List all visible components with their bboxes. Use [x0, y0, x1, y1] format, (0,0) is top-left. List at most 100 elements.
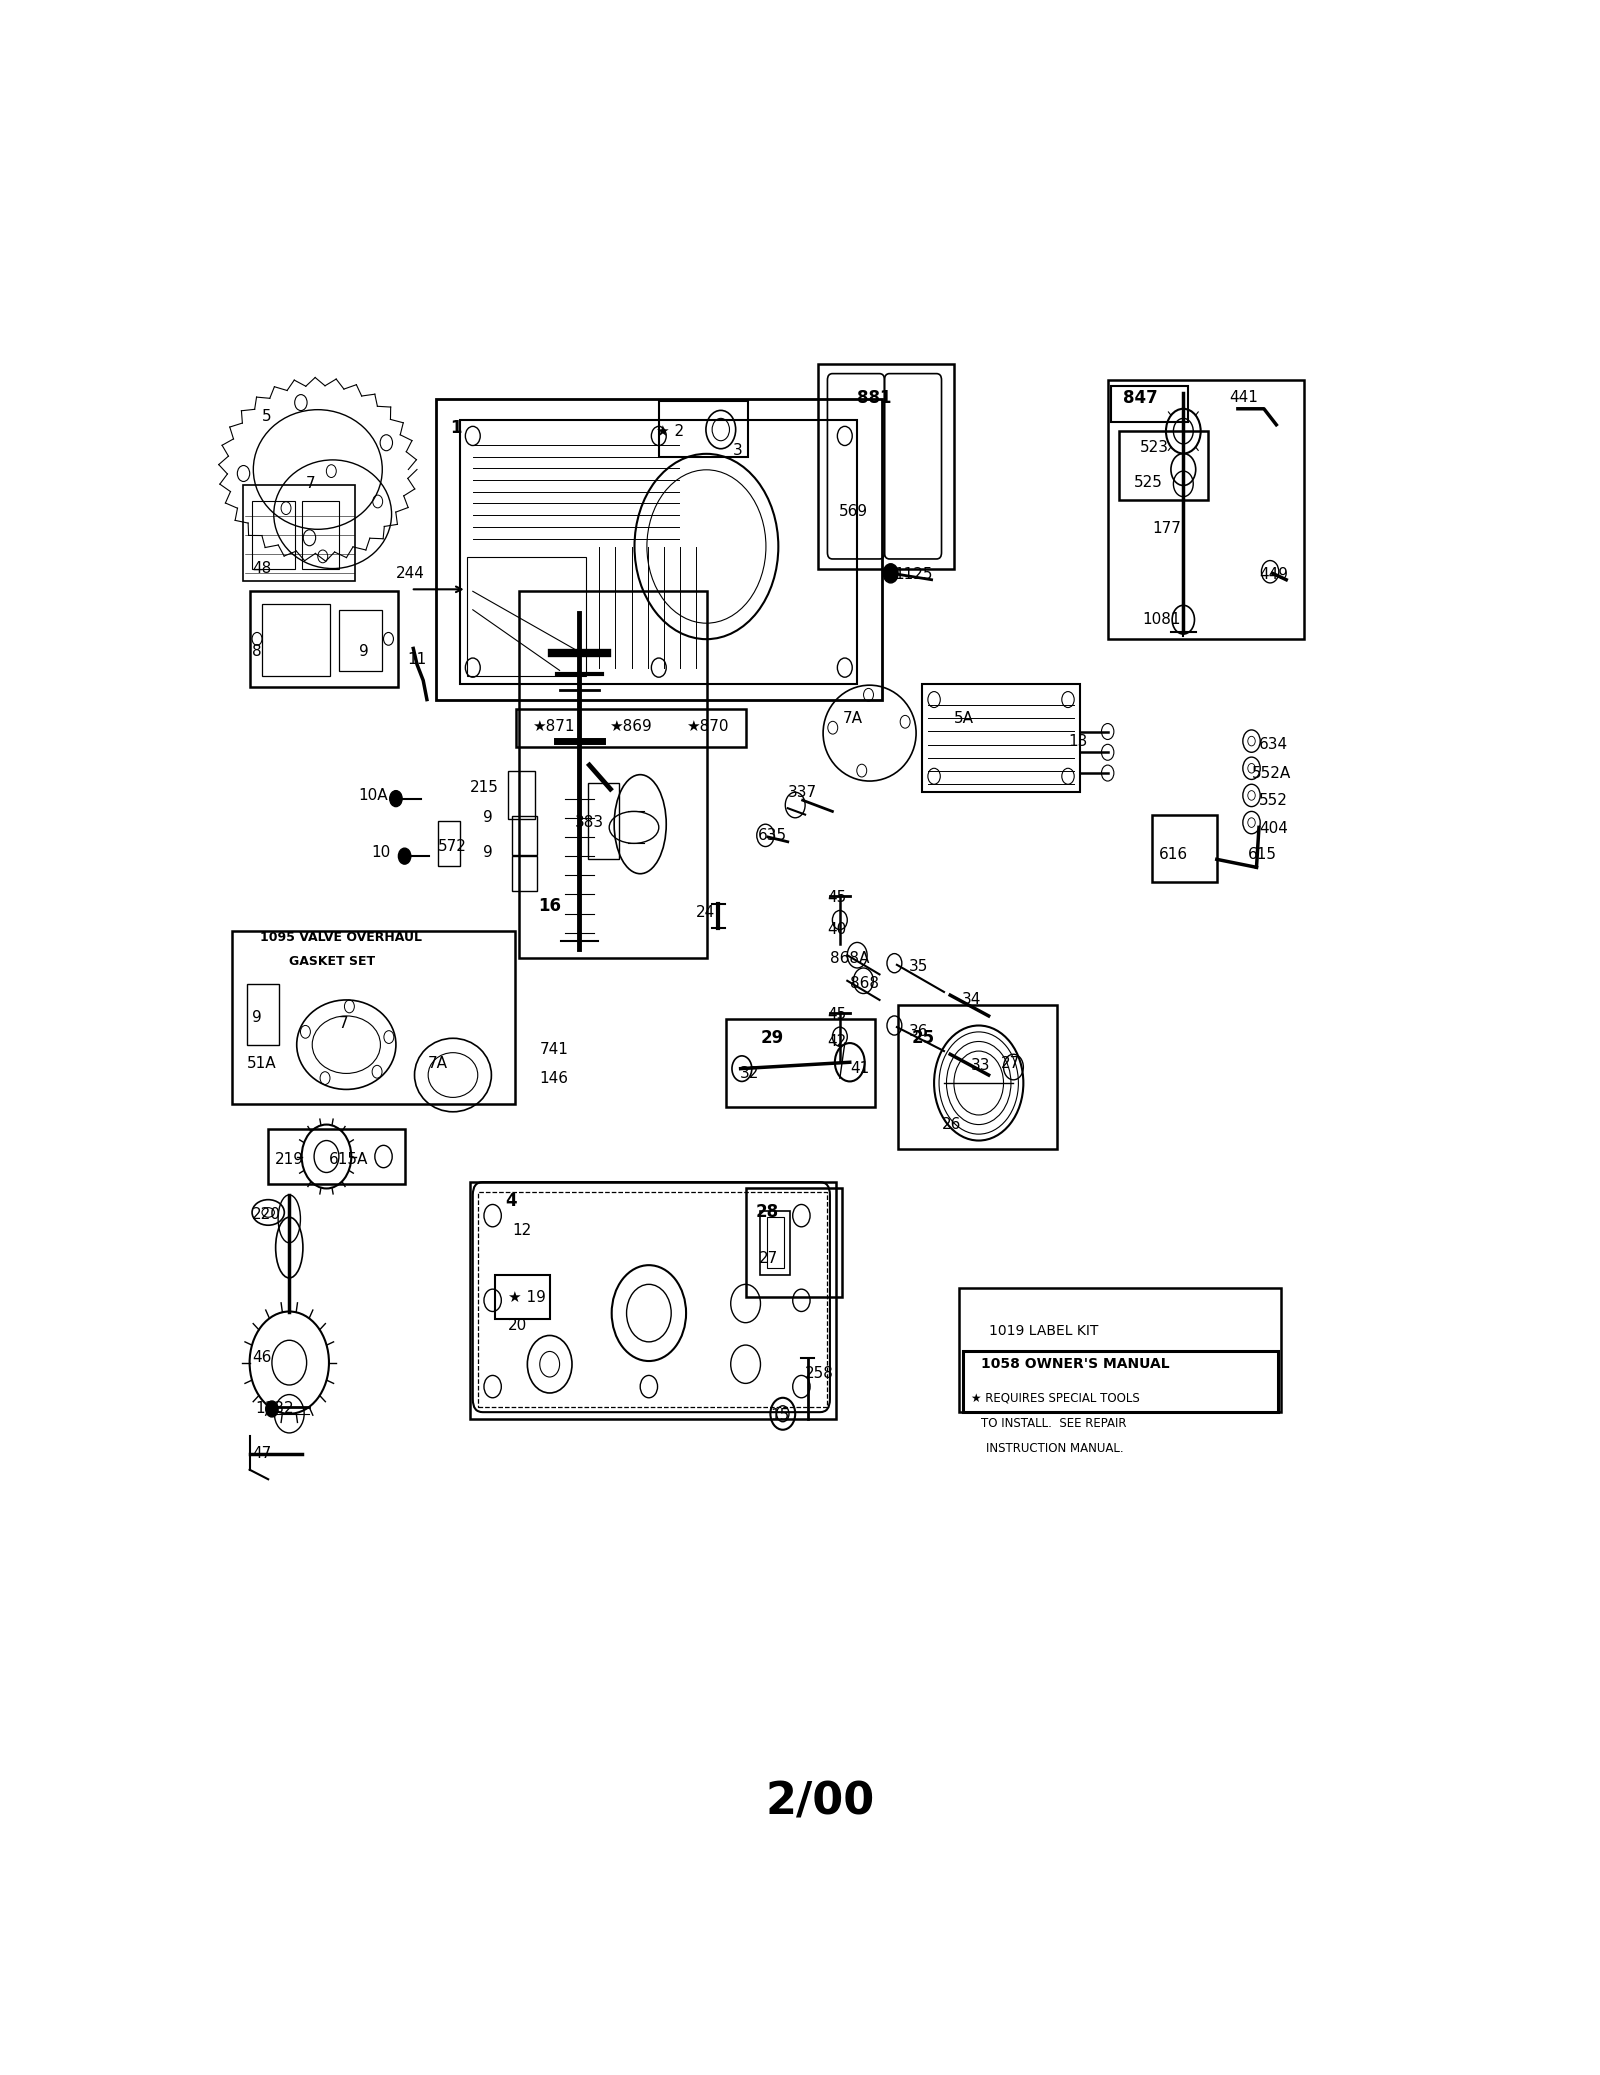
Text: 15: 15	[771, 1407, 790, 1423]
Text: 7A: 7A	[429, 1056, 448, 1071]
Text: 28: 28	[755, 1204, 779, 1222]
Bar	[262, 604, 330, 676]
Bar	[512, 815, 538, 855]
Text: ★ REQUIRES SPECIAL TOOLS: ★ REQUIRES SPECIAL TOOLS	[971, 1390, 1141, 1405]
Text: 847: 847	[1123, 388, 1157, 407]
Text: 552A: 552A	[1251, 766, 1291, 780]
Bar	[467, 556, 586, 676]
Bar	[470, 1183, 837, 1419]
Text: 383: 383	[574, 815, 603, 830]
Text: 3: 3	[733, 442, 742, 459]
Text: 881: 881	[858, 388, 891, 407]
Text: 26: 26	[941, 1116, 962, 1133]
Bar	[302, 502, 339, 569]
Text: 41: 41	[850, 1060, 869, 1077]
Circle shape	[398, 849, 411, 863]
Bar	[659, 400, 749, 456]
Bar	[339, 610, 382, 670]
Text: TO INSTALL.  SEE REPAIR: TO INSTALL. SEE REPAIR	[981, 1417, 1126, 1430]
Bar	[589, 782, 619, 859]
Bar	[494, 1274, 550, 1320]
Bar	[958, 1286, 1282, 1413]
Text: 1058 OWNER'S MANUAL: 1058 OWNER'S MANUAL	[981, 1357, 1170, 1372]
Text: 1081: 1081	[1142, 612, 1181, 627]
Text: 45: 45	[827, 1006, 846, 1021]
Text: 449: 449	[1259, 566, 1288, 583]
Text: 27: 27	[760, 1251, 779, 1266]
Text: GASKET SET: GASKET SET	[290, 954, 376, 969]
Circle shape	[883, 564, 898, 583]
Bar	[250, 591, 398, 687]
Text: 10: 10	[371, 845, 390, 861]
Text: ★871: ★871	[533, 720, 574, 735]
Text: 4: 4	[506, 1193, 517, 1210]
Text: 525: 525	[1134, 475, 1163, 490]
Text: 40: 40	[827, 921, 846, 938]
Text: ★870: ★870	[686, 720, 728, 735]
Bar	[922, 683, 1080, 793]
Text: 35: 35	[909, 959, 928, 973]
Bar	[760, 1212, 790, 1274]
Text: 36: 36	[909, 1025, 928, 1040]
Circle shape	[390, 791, 402, 807]
Bar	[269, 1129, 405, 1183]
Text: 48: 48	[253, 560, 272, 577]
Text: INSTRUCTION MANUAL.: INSTRUCTION MANUAL.	[986, 1442, 1123, 1455]
Text: 616: 616	[1158, 847, 1187, 861]
Text: 244: 244	[395, 566, 424, 581]
Text: 635: 635	[758, 828, 787, 842]
Text: 177: 177	[1152, 521, 1181, 535]
Text: 1125: 1125	[894, 566, 933, 583]
Text: 47: 47	[253, 1446, 272, 1461]
Bar	[1118, 432, 1208, 500]
Text: 12: 12	[512, 1222, 531, 1237]
Text: ★ 2: ★ 2	[656, 423, 685, 438]
Text: 441: 441	[1229, 390, 1258, 405]
Bar	[438, 822, 461, 865]
Text: 615: 615	[1248, 847, 1277, 861]
Text: 11: 11	[406, 652, 426, 668]
Text: 51A: 51A	[246, 1056, 277, 1071]
Text: 569: 569	[838, 504, 867, 519]
Text: 29: 29	[760, 1029, 784, 1048]
Bar	[818, 363, 954, 569]
Text: 1019 LABEL KIT: 1019 LABEL KIT	[989, 1324, 1098, 1338]
Bar	[243, 486, 355, 581]
Text: 9: 9	[253, 1011, 262, 1025]
Text: 9: 9	[483, 845, 493, 861]
Text: 1095 VALVE OVERHAUL: 1095 VALVE OVERHAUL	[259, 932, 421, 944]
Text: 34: 34	[962, 992, 981, 1008]
Text: 868A: 868A	[830, 950, 869, 965]
Text: 258: 258	[805, 1365, 834, 1382]
Text: 42: 42	[827, 1033, 846, 1050]
Text: 5: 5	[262, 409, 272, 423]
Text: 16: 16	[539, 896, 562, 915]
Text: 2/00: 2/00	[765, 1780, 875, 1824]
Text: 523: 523	[1139, 440, 1170, 454]
Text: 9: 9	[358, 643, 368, 660]
Bar	[478, 1191, 827, 1407]
Bar	[512, 857, 538, 892]
Bar	[507, 772, 534, 820]
Text: 868: 868	[850, 977, 878, 992]
Text: 10A: 10A	[358, 788, 389, 803]
Bar	[435, 398, 882, 699]
Text: 615A: 615A	[330, 1152, 368, 1168]
Bar	[1112, 386, 1189, 421]
Text: 32: 32	[739, 1067, 758, 1081]
Bar	[232, 932, 515, 1104]
Text: 552: 552	[1259, 793, 1288, 807]
Bar	[963, 1351, 1277, 1413]
Text: 404: 404	[1259, 822, 1288, 836]
Text: ★869: ★869	[610, 720, 651, 735]
Bar	[746, 1189, 842, 1297]
Text: 33: 33	[971, 1058, 990, 1073]
Circle shape	[266, 1401, 278, 1417]
Text: 45: 45	[827, 890, 846, 905]
Text: 13: 13	[1069, 735, 1088, 749]
Text: 5A: 5A	[954, 712, 974, 726]
Text: 8: 8	[253, 643, 262, 660]
Text: ★ 19: ★ 19	[507, 1291, 546, 1305]
Text: 9: 9	[483, 811, 493, 826]
Bar	[518, 591, 707, 959]
